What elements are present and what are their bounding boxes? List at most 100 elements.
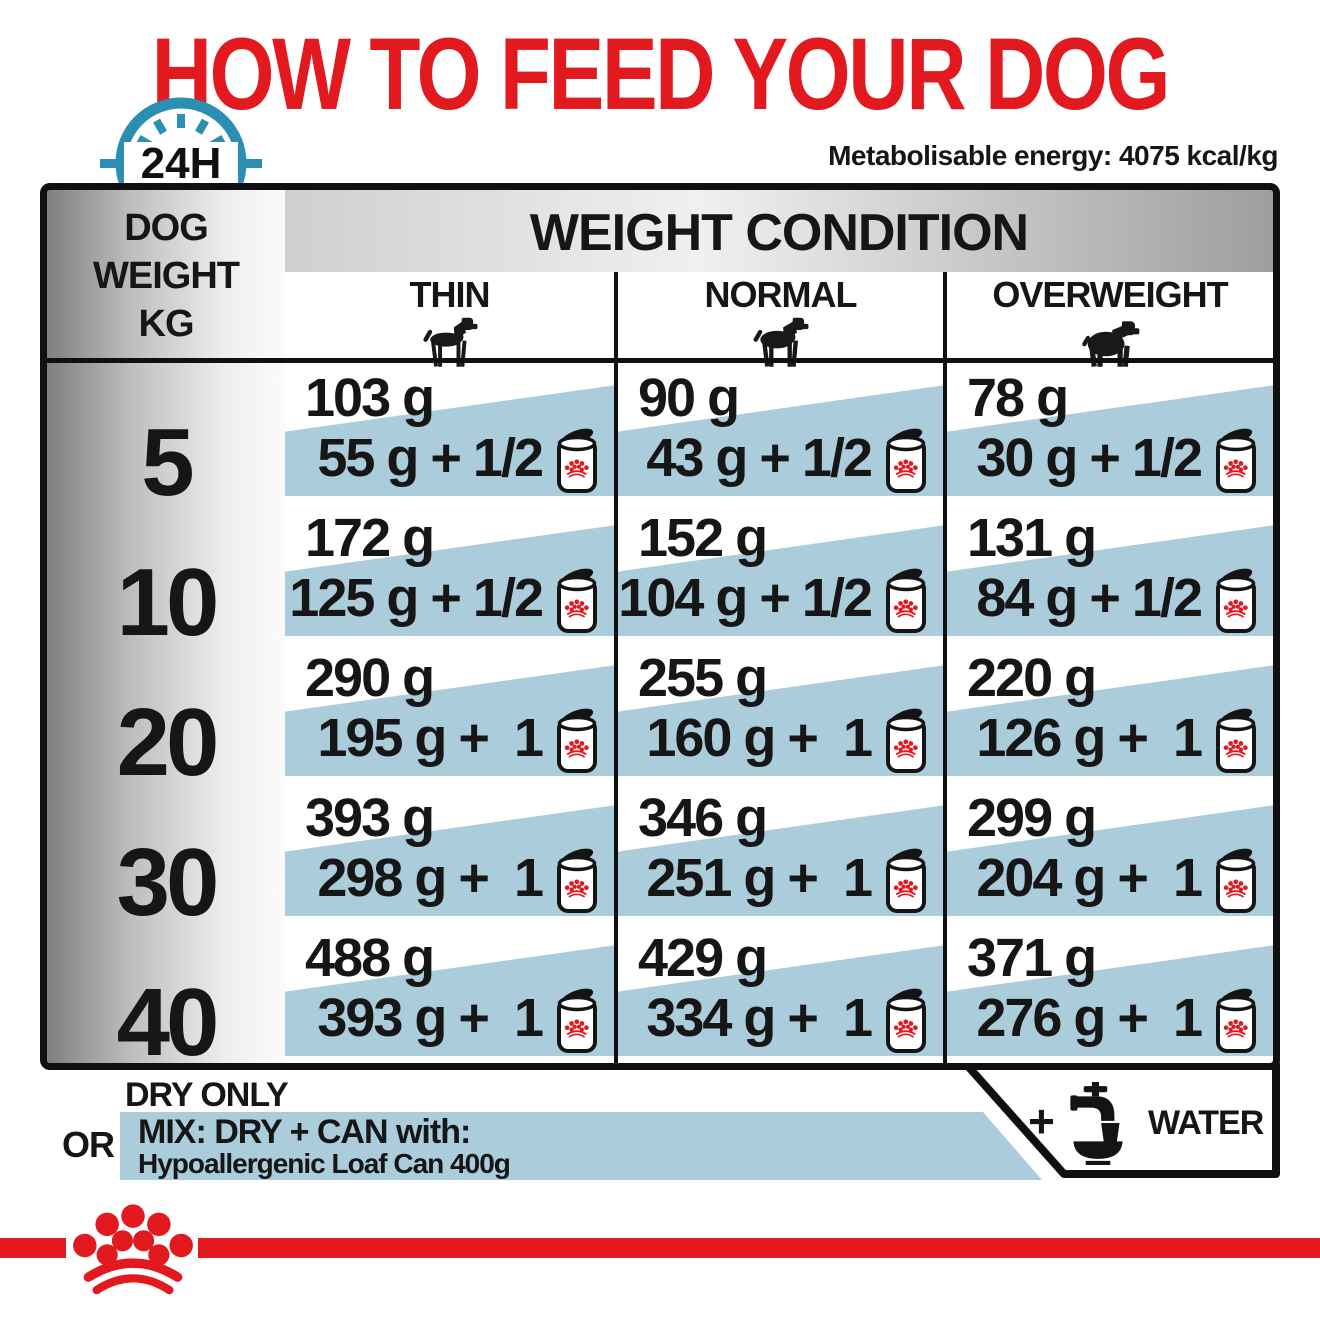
- can-icon: [557, 848, 597, 913]
- dog-weight-column: [47, 190, 285, 1063]
- mix-subtitle: Hypoallergenic Loaf Can 400g: [138, 1148, 511, 1179]
- mix-amount-text: 195 g + 1: [317, 708, 544, 768]
- mix-amount: 393 g + 1: [317, 987, 602, 1055]
- column-label: NORMAL: [704, 274, 858, 315]
- dry-amount: 131 g: [967, 508, 1097, 568]
- column-header-thin: THIN: [285, 274, 614, 367]
- column-divider: [943, 272, 947, 1063]
- dog-weight-value: 40: [116, 969, 220, 1070]
- feeding-cell: 152 g 104 g + 1/2: [618, 503, 943, 643]
- brand-stripe: [0, 1238, 66, 1258]
- royal-canin-crown-logo: [70, 1202, 196, 1296]
- thin-dog-icon: [423, 317, 478, 367]
- dog-weight-value: 10: [116, 549, 220, 656]
- feeding-cell: 220 g 126 g + 1: [947, 643, 1273, 783]
- feeding-cell: 255 g 160 g + 1: [618, 643, 943, 783]
- column-label: OVERWEIGHT: [992, 274, 1228, 315]
- mix-amount: 251 g + 1: [646, 847, 931, 915]
- mix-amount: 30 g + 1/2: [976, 427, 1261, 495]
- mix-amount-text: 160 g + 1: [646, 708, 873, 768]
- corner-line: DOG: [124, 207, 209, 249]
- mix-amount-text: 298 g + 1: [317, 848, 544, 908]
- can-icon: [886, 428, 926, 493]
- feeding-cell: 90 g 43 g + 1/2: [618, 363, 943, 503]
- dry-amount: 90 g: [638, 368, 740, 428]
- dry-amount: 371 g: [967, 928, 1097, 988]
- table-body: 5 103 g 55 g + 1/2 90 g 43 g + 1/2 78 g 30 g…: [47, 363, 1273, 1063]
- brand-stripe: [198, 1238, 1320, 1258]
- mix-amount-text: 126 g + 1: [976, 708, 1203, 768]
- feeding-cell: 429 g 334 g + 1: [618, 923, 943, 1063]
- feeding-cell: 488 g 393 g + 1: [285, 923, 614, 1063]
- dry-amount: 299 g: [967, 788, 1097, 848]
- or-label: OR: [62, 1124, 115, 1165]
- dry-amount: 429 g: [638, 928, 768, 988]
- mix-amount-text: 204 g + 1: [976, 848, 1203, 908]
- dry-amount: 255 g: [638, 648, 768, 708]
- mix-amount-text: 30 g + 1/2: [976, 428, 1203, 488]
- can-icon: [557, 568, 597, 633]
- dry-amount: 290 g: [305, 648, 435, 708]
- dry-amount: 172 g: [305, 508, 435, 568]
- dog-weight-value: 5: [141, 409, 194, 516]
- mix-amount: 43 g + 1/2: [646, 427, 931, 495]
- can-icon: [557, 428, 597, 493]
- mix-amount: 276 g + 1: [976, 987, 1261, 1055]
- dog-weight-header: DOG WEIGHT KG: [47, 204, 285, 348]
- dry-amount: 78 g: [967, 368, 1069, 428]
- feeding-table: DOG WEIGHT KG WEIGHT CONDITION THIN NORM…: [40, 183, 1280, 1070]
- mix-amount: 125 g + 1/2: [289, 567, 602, 635]
- column-header-normal: NORMAL: [618, 274, 943, 367]
- corner-line: WEIGHT: [93, 255, 240, 297]
- mix-amount: 55 g + 1/2: [317, 427, 602, 495]
- normal-dog-icon: [753, 317, 809, 367]
- mix-amount: 160 g + 1: [646, 707, 931, 775]
- table-row: 30 393 g 298 g + 1 346 g 251 g + 1 299 g 204…: [47, 783, 1273, 931]
- dog-weight-value: 20: [116, 689, 220, 796]
- mix-amount: 334 g + 1: [646, 987, 931, 1055]
- can-icon: [1216, 428, 1256, 493]
- feeding-cell: 172 g 125 g + 1/2: [285, 503, 614, 643]
- mix-amount-text: 334 g + 1: [646, 988, 873, 1048]
- can-icon: [1216, 848, 1256, 913]
- dry-amount: 220 g: [967, 648, 1097, 708]
- feeding-cell: 346 g 251 g + 1: [618, 783, 943, 923]
- mix-amount-text: 104 g + 1/2: [618, 568, 873, 628]
- can-icon: [1216, 988, 1256, 1053]
- water-tap-bowl-icon: [1070, 1082, 1123, 1165]
- can-icon: [1216, 568, 1256, 633]
- table-row: 20 290 g 195 g + 1 255 g 160 g + 1 220 g 126…: [47, 643, 1273, 791]
- mix-title: MIX: DRY + CAN with:: [138, 1113, 471, 1151]
- can-icon: [886, 988, 926, 1053]
- feeding-cell: 299 g 204 g + 1: [947, 783, 1273, 923]
- header-separator: [47, 358, 1273, 363]
- mix-amount: 204 g + 1: [976, 847, 1261, 915]
- mix-amount: 104 g + 1/2: [618, 567, 931, 635]
- can-icon: [886, 568, 926, 633]
- mix-amount-text: 251 g + 1: [646, 848, 873, 908]
- table-row: 10 172 g 125 g + 1/2 152 g 104 g + 1/2 131 …: [47, 503, 1273, 651]
- 24h-clock-icon: 24H: [100, 97, 262, 229]
- mix-amount-text: 43 g + 1/2: [646, 428, 873, 488]
- feeding-cell: 103 g 55 g + 1/2: [285, 363, 614, 503]
- can-icon: [557, 708, 597, 773]
- dry-amount: 152 g: [638, 508, 768, 568]
- dry-amount: 103 g: [305, 368, 435, 428]
- table-row: 40 488 g 393 g + 1 429 g 334 g + 1 371 g 276…: [47, 923, 1273, 1063]
- table-row: 5 103 g 55 g + 1/2 90 g 43 g + 1/2 78 g 30 g…: [47, 363, 1273, 511]
- dry-amount: 393 g: [305, 788, 435, 848]
- mix-amount: 195 g + 1: [317, 707, 602, 775]
- mix-amount: 84 g + 1/2: [976, 567, 1261, 635]
- feeding-cell: 371 g 276 g + 1: [947, 923, 1273, 1063]
- weight-condition-header: WEIGHT CONDITION: [285, 190, 1273, 272]
- can-icon: [557, 988, 597, 1053]
- column-label: THIN: [409, 274, 491, 315]
- mix-amount: 126 g + 1: [976, 707, 1261, 775]
- plus-sign: +: [1028, 1095, 1055, 1147]
- can-icon: [1216, 708, 1256, 773]
- dry-only-label: DRY ONLY: [125, 1076, 289, 1114]
- mix-amount-text: 84 g + 1/2: [976, 568, 1203, 628]
- dry-amount: 488 g: [305, 928, 435, 988]
- column-header-overweight: OVERWEIGHT: [947, 274, 1273, 367]
- mix-amount-text: 393 g + 1: [317, 988, 544, 1048]
